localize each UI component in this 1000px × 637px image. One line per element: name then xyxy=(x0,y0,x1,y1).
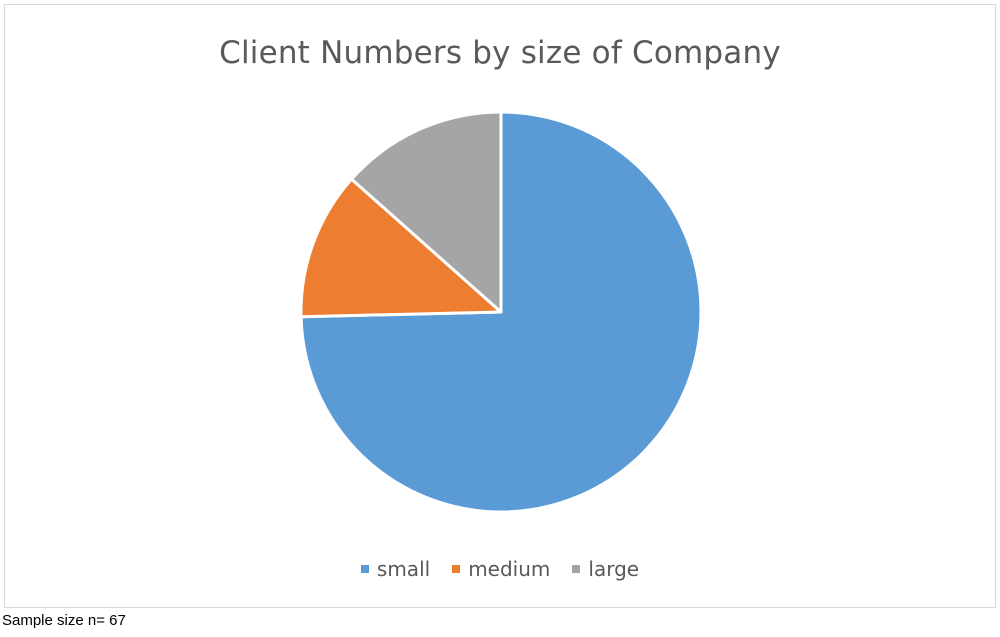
legend-item-medium: medium xyxy=(452,557,550,581)
chart-legend: small medium large xyxy=(5,557,995,581)
sample-size-note: Sample size n= 67 xyxy=(2,612,126,629)
legend-swatch-medium xyxy=(452,565,461,573)
pie-slice-large xyxy=(350,110,503,314)
pie-chart xyxy=(299,110,703,514)
legend-label-small: small xyxy=(376,557,431,581)
legend-swatch-small xyxy=(360,565,369,573)
legend-label-medium: medium xyxy=(468,557,551,581)
pie-slice-medium xyxy=(299,177,503,319)
legend-label-large: large xyxy=(588,557,640,581)
chart-title: Client Numbers by size of Company xyxy=(219,35,781,71)
chart-area: Client Numbers by size of Company small m… xyxy=(4,4,996,608)
legend-swatch-large xyxy=(572,565,581,573)
legend-item-small: small xyxy=(360,557,431,581)
legend-item-large: large xyxy=(572,557,639,581)
